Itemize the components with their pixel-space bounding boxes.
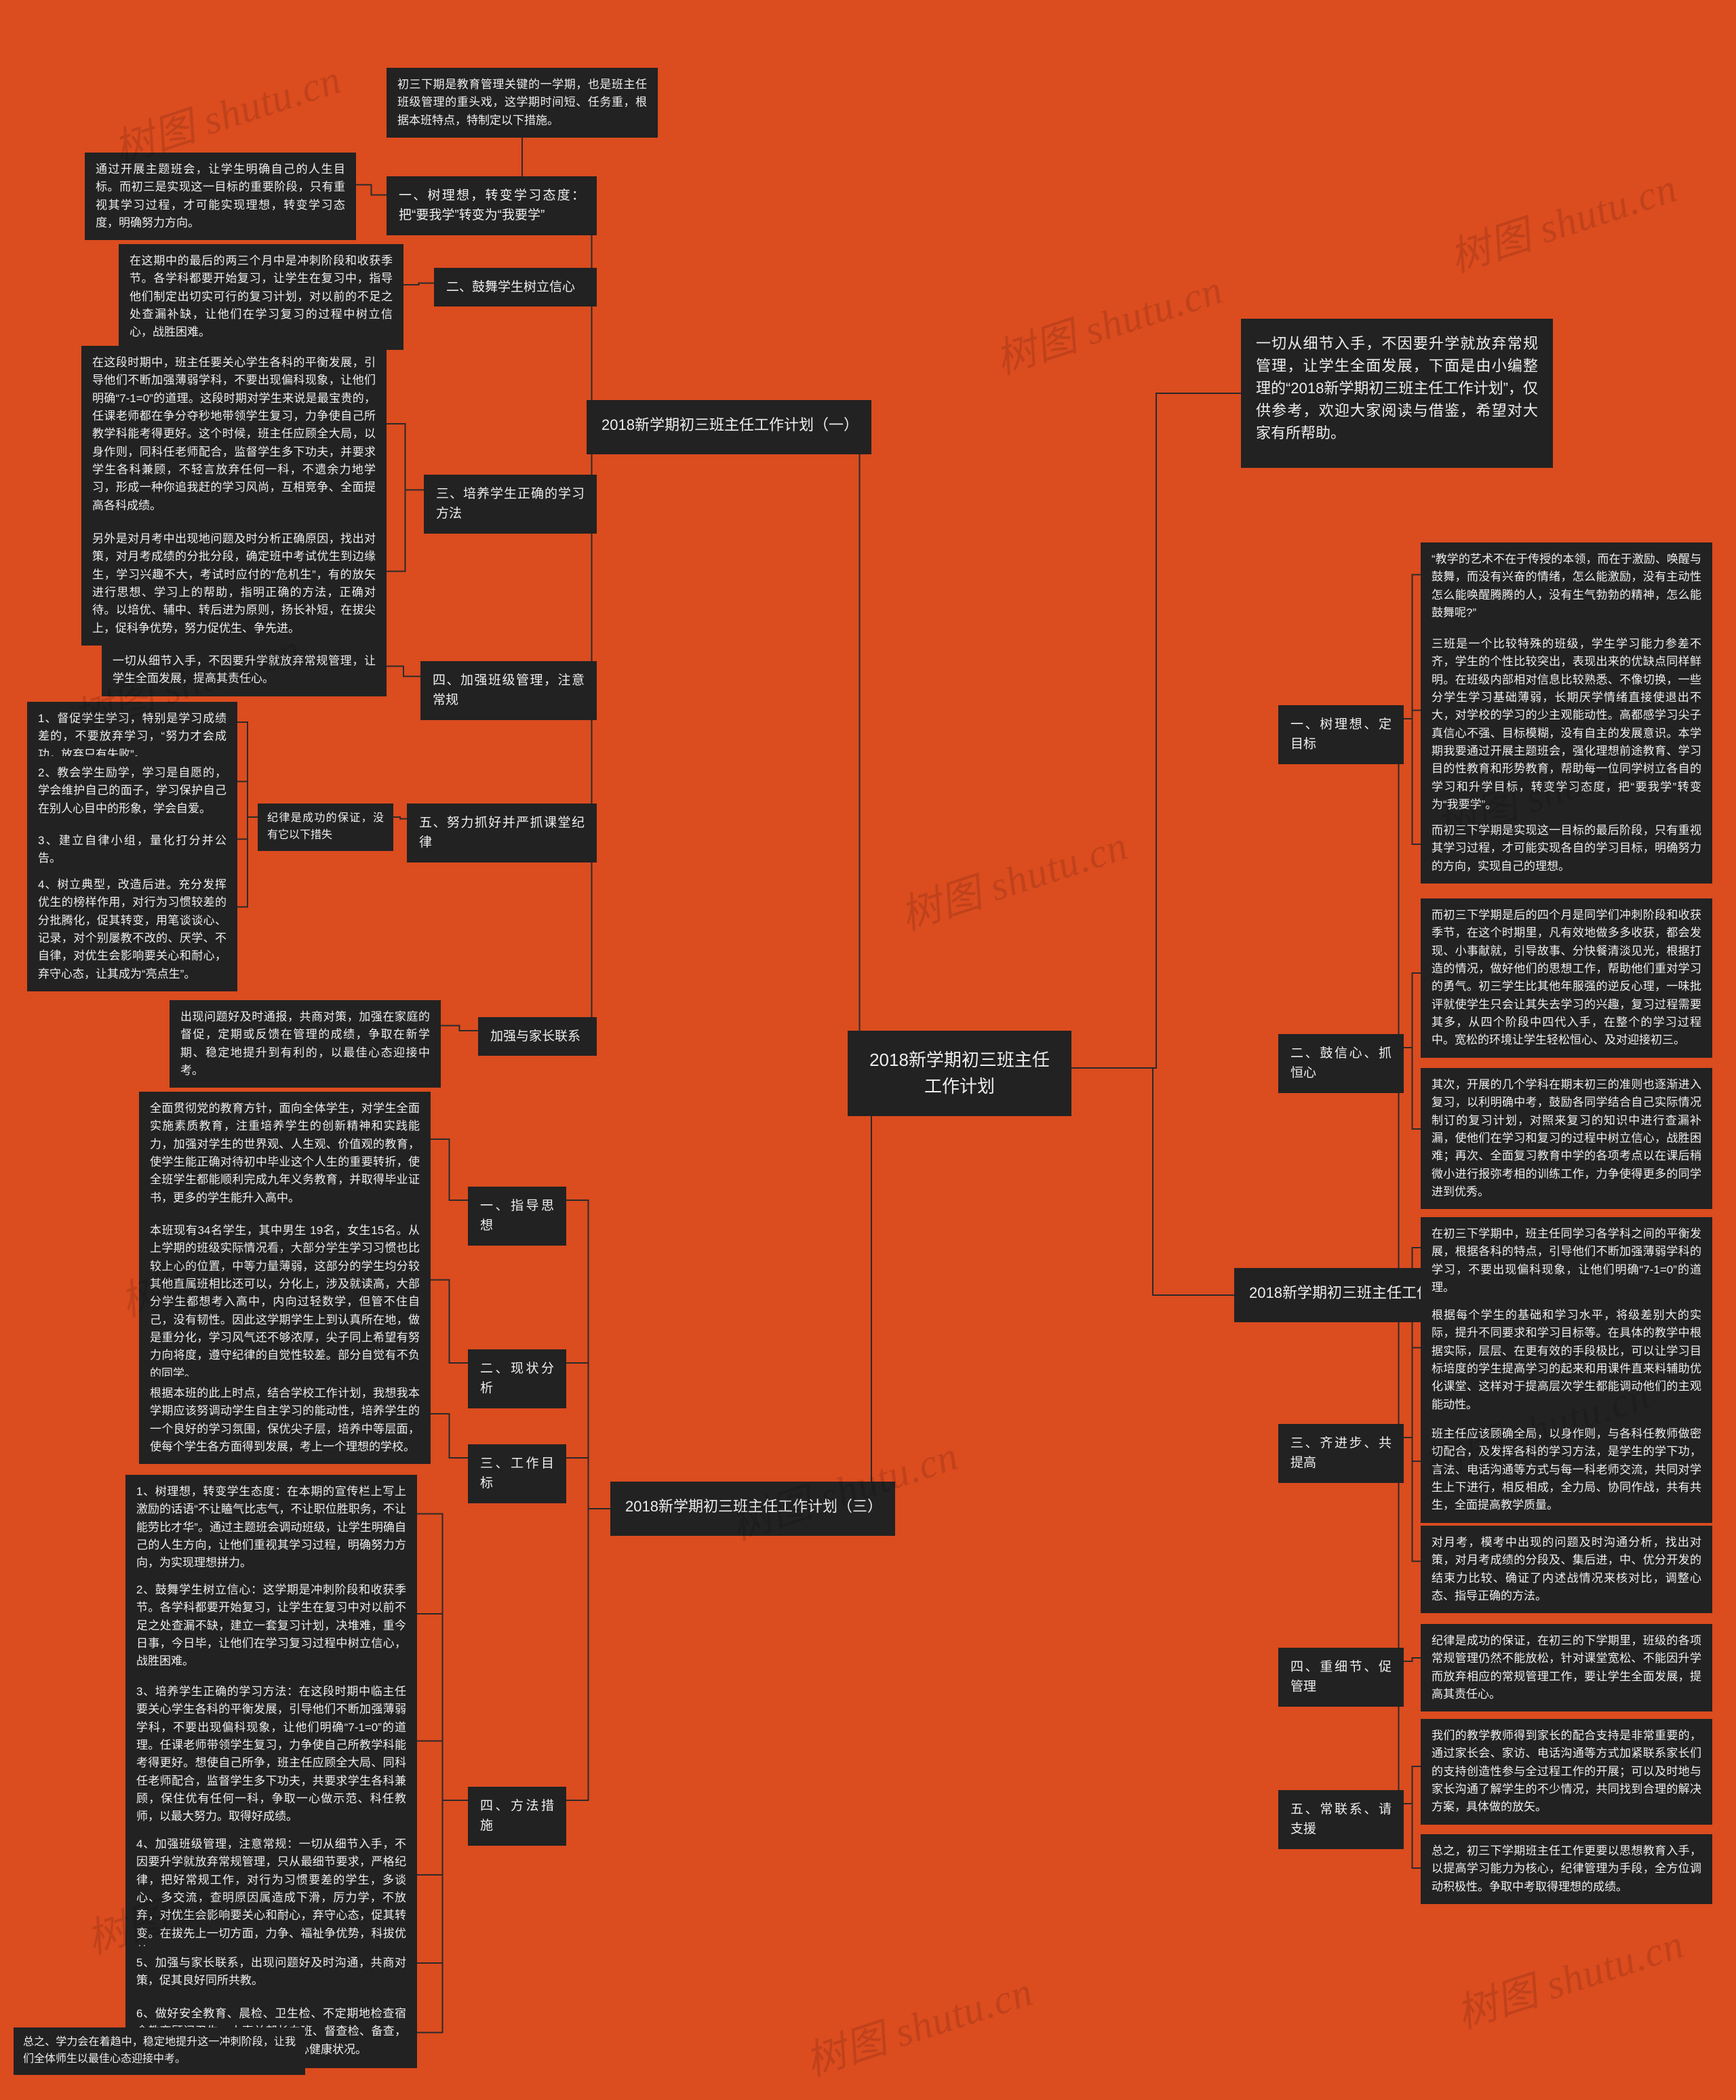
p2c4-leaf0: 纪律是成功的保证，在初三的下学期里，班级的各项常规管理仍然不能放松，针对课堂宽松…: [1421, 1624, 1712, 1711]
p1c1: 一、树理想，转变学习态度：把“要我学”转变为“我要学”: [387, 176, 597, 235]
p2c5-leaf1: 总之，初三下学期班主任工作更要以思想教育入手，以提高学习能力为核心，纪律管理为手…: [1421, 1834, 1712, 1904]
p3c4-leaf1: 2、鼓舞学生树立信心：这学期是冲刺阶段和收获季节。各学科都要开始复习，让学生在复…: [125, 1573, 417, 1679]
branch-plan3: 2018新学期初三班主任工作计划（三）: [610, 1482, 895, 1536]
p3c2: 二、现状分析: [468, 1349, 566, 1408]
p1c4-leaf0: 一切从细节入手，不因要升学就放弃常规管理，让学生全面发展，提高其责任心。: [102, 644, 387, 696]
intro-node: 一切从细节入手，不因要升学就放弃常规管理，让学生全面发展，下面是由小编整理的“2…: [1241, 319, 1553, 468]
watermark: 树图 shutu.cn: [1441, 155, 1684, 283]
p2c1-leaf0: “教学的艺术不在于传授的本领，而在于激励、唤醒与鼓舞，而没有兴奋的情绪，怎么能激…: [1421, 542, 1712, 630]
p1c2: 二、鼓舞学生树立信心: [434, 268, 597, 306]
p3c2-leaf0: 本班现有34名学生，其中男生 19名，女生15名。从上学期的班级实际情况看，大部…: [139, 1214, 431, 1391]
p1c6: 加强与家长联系: [478, 1017, 597, 1056]
p2c1-leaf1: 三班是一个比较特殊的班级，学生学习能力参差不齐，学生的个性比较突出，表现出来的优…: [1421, 627, 1712, 822]
p3c4-leaf4: 5、加强与家长联系，出现问题好及时沟通，共商对策，促其良好同所共教。: [125, 1946, 417, 1998]
watermark: 树图 shutu.cn: [797, 1958, 1040, 2087]
p1c5-leaf1: 2、教会学生励学，学习是自愿的，学会维护自己的面子，学习保护自己在别人心目中的形…: [27, 756, 237, 826]
p3c3: 三、工作目标: [468, 1444, 566, 1503]
p2c2: 二、鼓信心、抓恒心: [1278, 1034, 1404, 1093]
p2c3-leaf3: 对月考，模考中出现的问题及时沟通分析，找出对策，对月考成绩的分段及、集后进，中、…: [1421, 1526, 1712, 1613]
p2c2-leaf1: 其次，开展的几个学科在期末初三的准则也逐渐进入复习，以利明确中考，鼓励各同学结合…: [1421, 1068, 1712, 1209]
center-node: 2018新学期初三班主任工作计划: [848, 1031, 1071, 1116]
p3c4-leaf2: 3、培养学生正确的学习方法：在这段时期中临主任要关心学生各科的平衡发展，引导他们…: [125, 1675, 417, 1834]
p1c1-leaf0: 初三下期是教育管理关键的一学期，也是班主任班级管理的重头戏，这学期时间短、任务重…: [387, 68, 658, 138]
p2c1-leaf2: 而初三下学期是实现这一目标的最后阶段，只有重视其学习过程，才可能实现各自的学习目…: [1421, 814, 1712, 884]
watermark: 树图 shutu.cn: [1448, 1911, 1691, 2040]
p1c5-pre: 纪律是成功的保证，没有它以下措失: [258, 804, 393, 851]
p2c4: 四、重细节、促管理: [1278, 1648, 1404, 1707]
p2c1: 一、树理想、定目标: [1278, 705, 1404, 764]
p1c6-leaf0: 出现问题好及时通报，共商对策，加强在家庭的督促，定期或反馈在管理的成绩，争取在新…: [170, 1000, 441, 1088]
p2c3-leaf2: 班主任应该顾确全局，以身作则，与各科任教师做密切配合，及发挥各科的学习方法，是学…: [1421, 1417, 1712, 1523]
p1c1-leaf1: 通过开展主题班会，让学生明确自己的人生目标。而初三是实现这一目标的重要阶段，只有…: [85, 153, 356, 240]
p1c5-leaf3: 4、树立典型，改造后进。充分发挥优生的榜样作用，对行为习惯较差的分批腾化，促其转…: [27, 868, 237, 991]
p2c3: 三、齐进步、共提高: [1278, 1424, 1404, 1483]
watermark: 树图 shutu.cn: [892, 812, 1135, 941]
p3c4-leaf0: 1、树理想，转变学生态度：在本期的宣传栏上写上激励的话语“不让瞌气比志气，不让职…: [125, 1475, 417, 1581]
p1c2-leaf0: 在这期中的最后的两三个月中是冲刺阶段和收获季节。各学科都要开始复习，让学生在复习…: [119, 244, 403, 350]
p2c5-leaf0: 我们的教学教师得到家长的配合支持是非常重要的，通过家长会、家访、电话沟通等方式加…: [1421, 1719, 1712, 1825]
p3c1: 一、指导思想: [468, 1187, 566, 1246]
p2c3-leaf0: 在初三下学期中，班主任同学习各学科之间的平衡发展，根据各科的特点，引导他们不断加…: [1421, 1217, 1712, 1305]
p3c4-footer: 总之、学力会在着趋中，稳定地提升这一冲刺阶段，让我们全体师生以最佳心态迎接中考。: [14, 2027, 305, 2075]
p3c1-leaf0: 全面贯彻党的教育方针，面向全体学生，对学生全面实施素质教育，注重培养学生的创新精…: [139, 1092, 431, 1215]
p3c4: 四、方法措施: [468, 1787, 566, 1846]
p2c2-leaf0: 而初三下学期是后的四个月是同学们冲刺阶段和收获季节，在这个时期里，凡有效地做多多…: [1421, 898, 1712, 1058]
p1c3: 三、培养学生正确的学习方法: [424, 475, 597, 534]
p1c3-leaf1: 另外是对月考中出现地问题及时分析正确原因，找出对策，对月考成绩的分批分段，确定班…: [81, 522, 387, 646]
p1c4: 四、加强班级管理，注意常规: [420, 661, 597, 720]
p1c3-leaf0: 在这段时期中，班主任要关心学生各科的平衡发展，引导他们不断加强薄弱学科，不要出现…: [81, 346, 387, 523]
p3c3-leaf0: 根据本班的此上时点，结合学校工作计划，我想我本学期应该努调动学生自主学习的能动性…: [139, 1376, 431, 1464]
p2c3-leaf1: 根据每个学生的基础和学习水平，将级差别大的实际，提升不同要求和学习目标等。在具体…: [1421, 1299, 1712, 1422]
watermark: 树图 shutu.cn: [987, 256, 1229, 385]
p1c5: 五、努力抓好并严抓课堂纪律: [407, 804, 597, 863]
p2c5: 五、常联系、请支援: [1278, 1790, 1404, 1849]
branch-plan1: 2018新学期初三班主任工作计划（一）: [587, 400, 871, 454]
